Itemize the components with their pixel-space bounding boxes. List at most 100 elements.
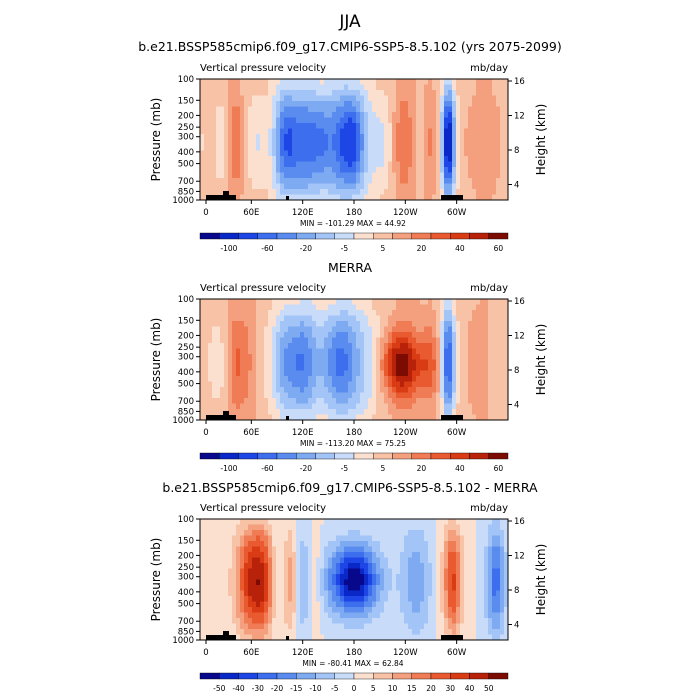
contour-cell: [264, 414, 269, 421]
contour-cell: [304, 354, 309, 360]
panel-left-label: Vertical pressure velocity: [200, 283, 326, 294]
contour-cell: [428, 332, 433, 338]
contour-cell: [416, 618, 421, 624]
contour-cell: [496, 359, 501, 366]
contour-cell: [472, 414, 477, 421]
contour-cell: [260, 574, 265, 580]
contour-cell: [360, 299, 365, 305]
contour-cell: [272, 541, 277, 547]
contour-cell: [368, 596, 373, 602]
contour-cell: [228, 310, 233, 316]
contour-cell: [376, 596, 381, 602]
contour-cell: [240, 299, 245, 305]
contour-cell: [488, 84, 493, 91]
contour-cell: [316, 414, 321, 421]
contour-cell: [340, 403, 345, 410]
contour-cell: [348, 524, 353, 531]
contour-cell: [260, 607, 265, 613]
contour-cell: [448, 178, 453, 184]
contour-cell: [428, 596, 433, 602]
contour-cell: [448, 123, 453, 129]
contour-cell: [468, 370, 473, 377]
contour-cell: [440, 123, 445, 129]
contour-cell: [260, 150, 265, 157]
contour-cell: [432, 563, 437, 569]
contour-cell: [320, 370, 325, 377]
contour-cell: [428, 563, 433, 569]
contour-cell: [452, 524, 457, 531]
lon-tick-label: 120E: [292, 428, 314, 438]
contour-cell: [332, 530, 337, 536]
contour-cell: [276, 178, 281, 184]
contour-cell: [436, 414, 441, 421]
contour-cell: [364, 359, 369, 366]
contour-cell: [300, 596, 305, 602]
contour-cell: [392, 150, 397, 157]
contour-cell: [272, 376, 277, 382]
contour-cell: [372, 524, 377, 531]
contour-cell: [316, 365, 321, 371]
contour-cell: [240, 535, 245, 542]
contour-cell: [456, 183, 461, 190]
contour-cell: [396, 574, 401, 580]
contour-cell: [444, 156, 449, 162]
contour-cell: [232, 596, 237, 602]
contour-cell: [348, 134, 353, 140]
contour-cell: [376, 161, 381, 168]
contour-cell: [480, 139, 485, 146]
contour-cell: [380, 321, 385, 327]
contour-cell: [364, 563, 369, 569]
contour-cell: [332, 387, 337, 393]
contour-cell: [204, 304, 209, 311]
contour-cell: [232, 117, 237, 124]
contour-cell: [300, 612, 305, 619]
contour-cell: [240, 568, 245, 575]
contour-cell: [368, 321, 373, 327]
contour-cell: [304, 381, 309, 388]
contour-cell: [364, 112, 369, 118]
contour-cell: [448, 409, 453, 415]
contour-cell: [416, 557, 421, 564]
contour-cell: [304, 172, 309, 179]
contour-cell: [492, 106, 497, 113]
contour-cell: [500, 392, 505, 399]
contour-cell: [424, 618, 429, 624]
contour-cell: [332, 590, 337, 597]
contour-cell: [420, 409, 425, 415]
contour-cell: [444, 381, 449, 388]
panel-units-label: mb/day: [470, 503, 508, 514]
contour-cell: [404, 315, 409, 322]
contour-cell: [484, 590, 489, 597]
contour-cell: [356, 354, 361, 360]
contour-cell: [240, 414, 245, 421]
contour-cell: [352, 618, 357, 624]
contour-cell: [320, 332, 325, 338]
contour-cell: [304, 79, 309, 85]
contour-cell: [208, 84, 213, 91]
contour-cell: [500, 134, 505, 140]
contour-cell: [460, 557, 465, 564]
contour-cell: [264, 365, 269, 371]
contour-cell: [356, 519, 361, 525]
contour-field: [200, 299, 509, 421]
contour-cell: [260, 112, 265, 118]
contour-cell: [264, 557, 269, 564]
contour-cell: [500, 79, 505, 85]
contour-cell: [460, 134, 465, 140]
contour-cell: [216, 519, 221, 525]
contour-cell: [372, 541, 377, 547]
contour-cell: [416, 370, 421, 377]
contour-cell: [404, 106, 409, 113]
contour-cell: [312, 156, 317, 162]
contour-cell: [200, 585, 205, 591]
contour-cell: [248, 134, 253, 140]
contour-cell: [384, 409, 389, 415]
contour-cell: [308, 348, 313, 355]
contour-cell: [412, 601, 417, 608]
contour-cell: [420, 546, 425, 553]
contour-cell: [436, 321, 441, 327]
contour-cell: [460, 381, 465, 388]
contour-cell: [468, 326, 473, 333]
contour-cell: [272, 409, 277, 415]
contour-cell: [412, 79, 417, 85]
